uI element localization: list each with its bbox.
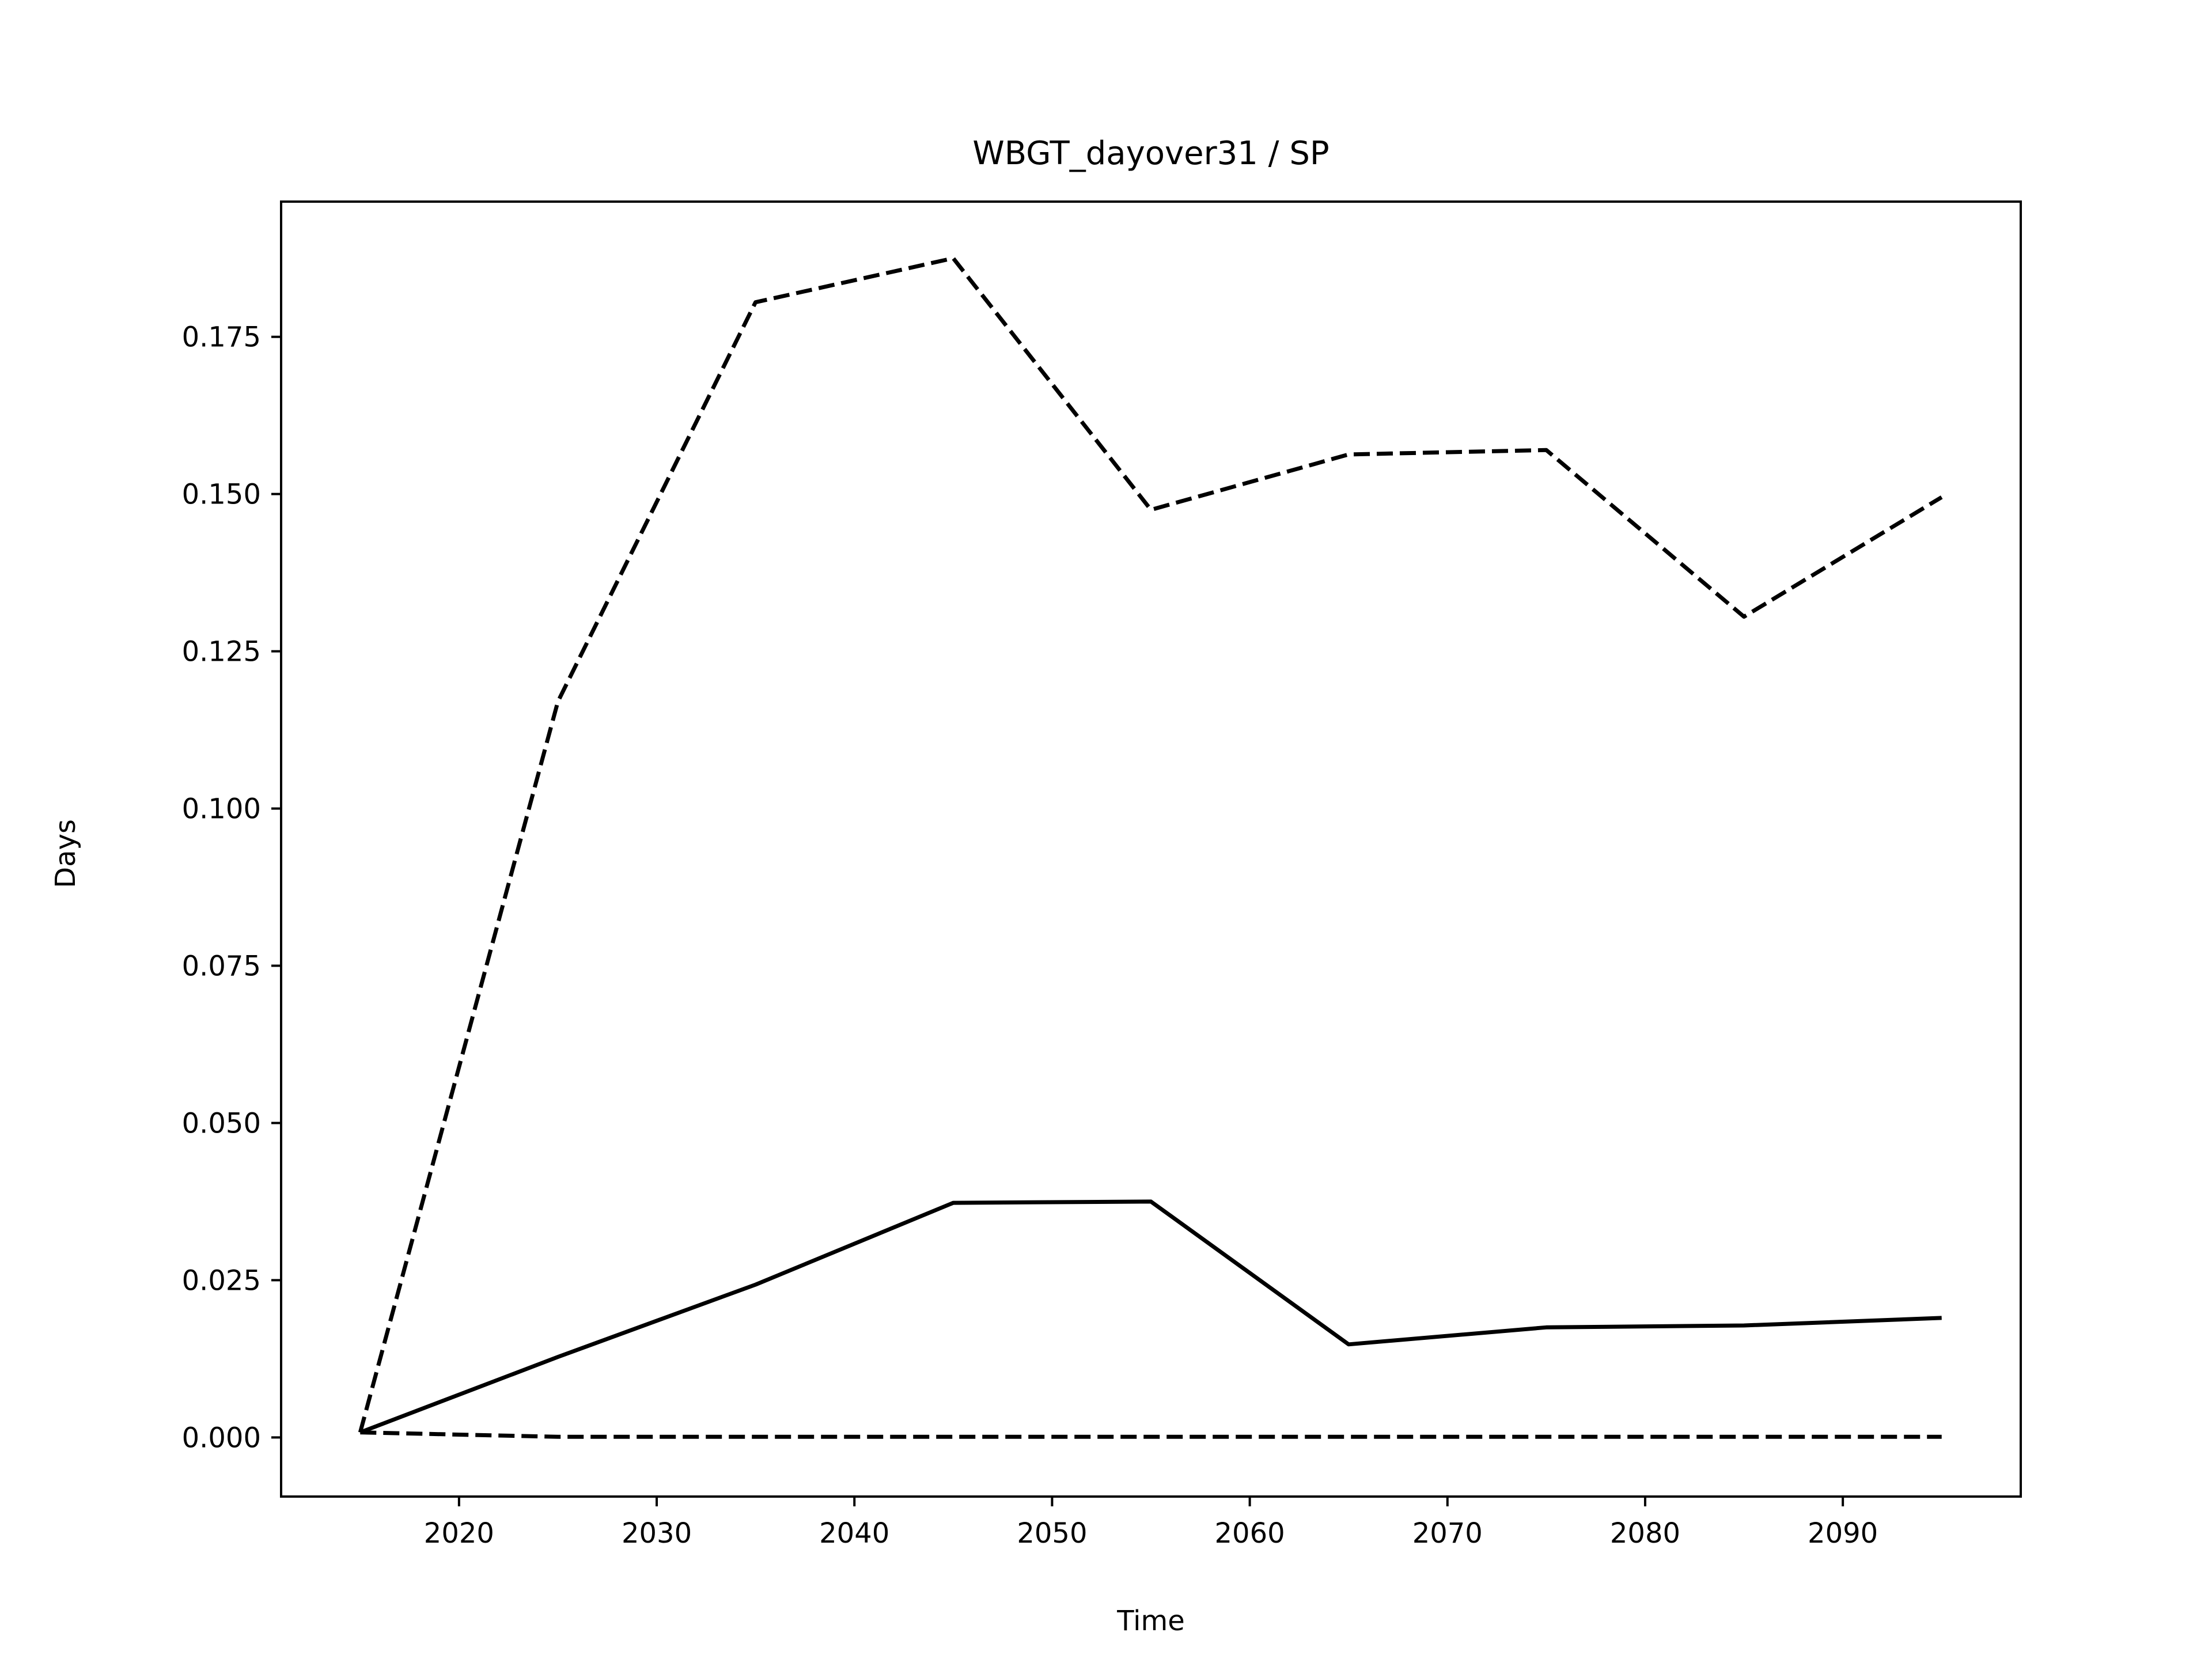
y-tick-label: 0.100 <box>182 793 261 825</box>
x-tick-label: 2090 <box>1808 1517 1878 1550</box>
chart-title: WBGT_dayover31 / SP <box>972 135 1329 172</box>
y-axis-label: Days <box>50 819 82 888</box>
y-tick-label: 0.050 <box>182 1107 261 1139</box>
y-tick-label: 0.125 <box>182 636 261 668</box>
x-tick-label: 2070 <box>1412 1517 1483 1550</box>
x-tick-label: 2020 <box>424 1517 494 1550</box>
y-tick-label: 0.000 <box>182 1422 261 1454</box>
x-tick-label: 2080 <box>1610 1517 1680 1550</box>
x-axis-label: Time <box>1116 1605 1184 1637</box>
series-layer <box>358 256 1943 1439</box>
plot-area-frame <box>280 200 2022 1498</box>
series-line-3 <box>360 1430 1942 1439</box>
x-tick-label: 2040 <box>819 1517 889 1550</box>
x-tick-label: 2050 <box>1017 1517 1087 1550</box>
y-tick-label: 0.025 <box>182 1264 261 1297</box>
y-tick-label: 0.150 <box>182 479 261 511</box>
x-axis-ticks: 2020 2030 2040 2050 2060 2070 2080 2090 <box>424 1497 1878 1550</box>
y-tick-label: 0.175 <box>182 321 261 354</box>
x-tick-label: 2060 <box>1215 1517 1285 1550</box>
series-line-2 <box>359 1199 1942 1434</box>
y-tick-label: 0.075 <box>182 950 261 983</box>
series-line-1 <box>358 256 1943 1433</box>
y-axis-ticks: 0.000 0.025 0.050 0.075 0.100 0.125 0.150 0.175 <box>182 321 281 1454</box>
x-tick-label: 2030 <box>622 1517 692 1550</box>
